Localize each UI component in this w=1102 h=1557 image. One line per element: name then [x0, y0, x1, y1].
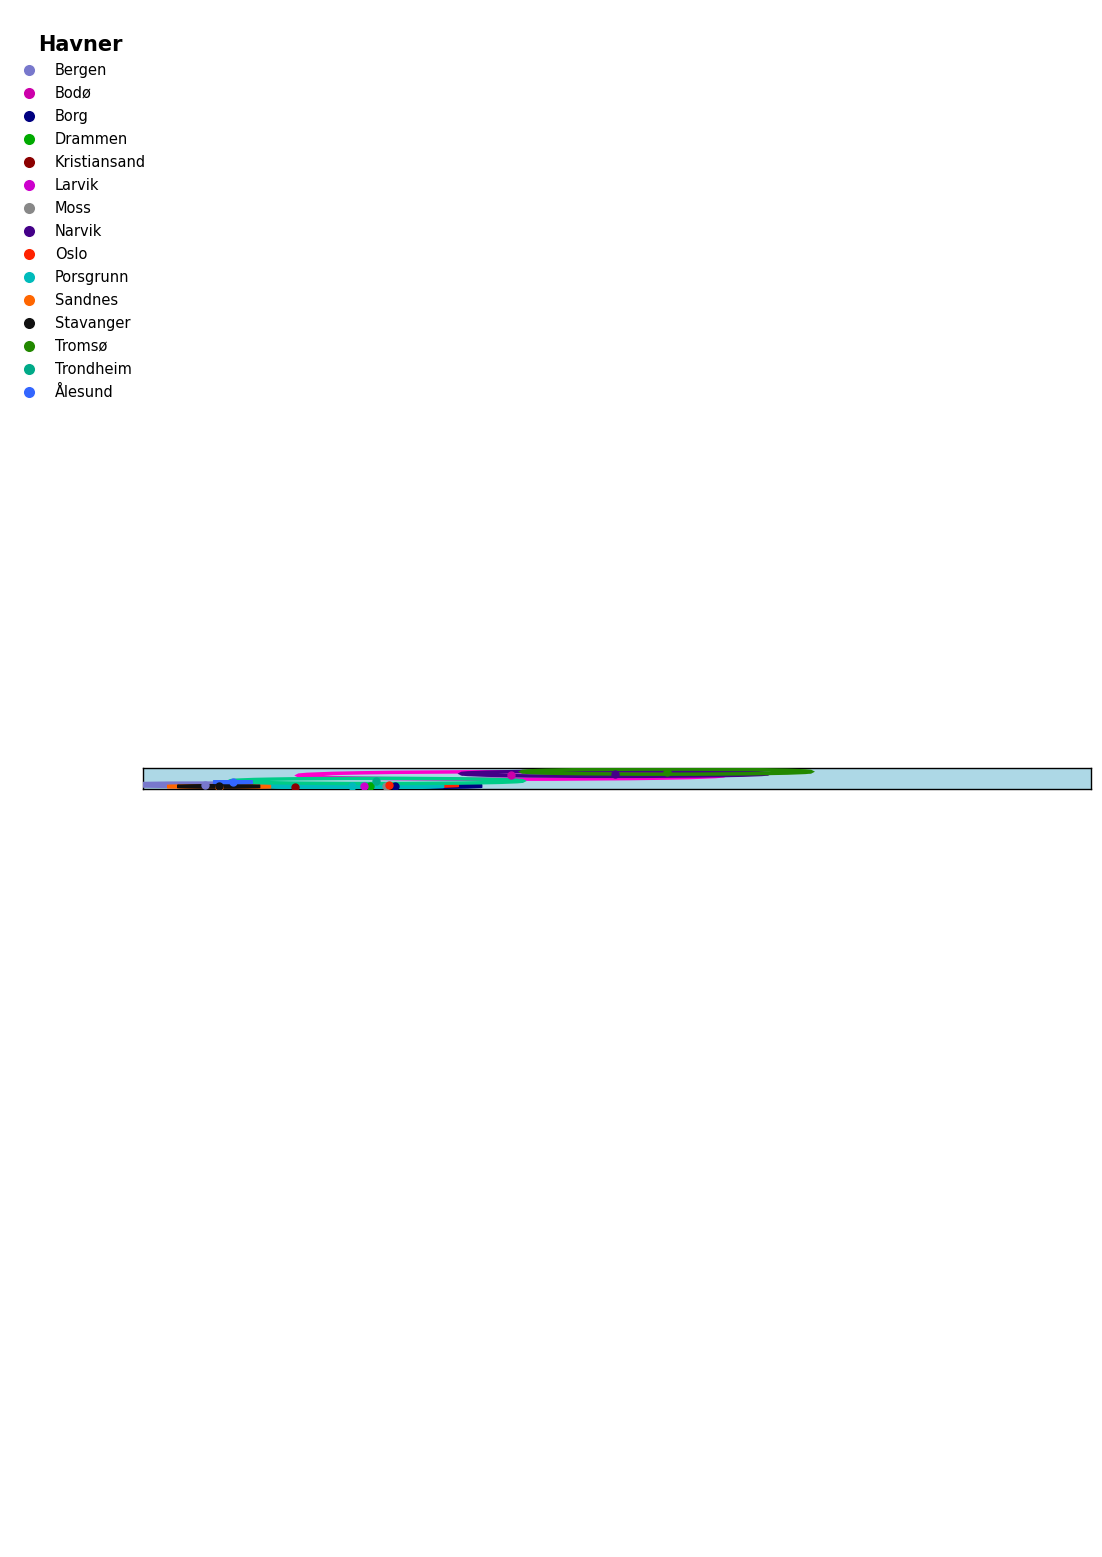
Legend: Bergen, Bodø, Borg, Drammen, Kristiansand, Larvik, Moss, Narvik, Oslo, Porsgrunn: Bergen, Bodø, Borg, Drammen, Kristiansan… [9, 28, 152, 406]
